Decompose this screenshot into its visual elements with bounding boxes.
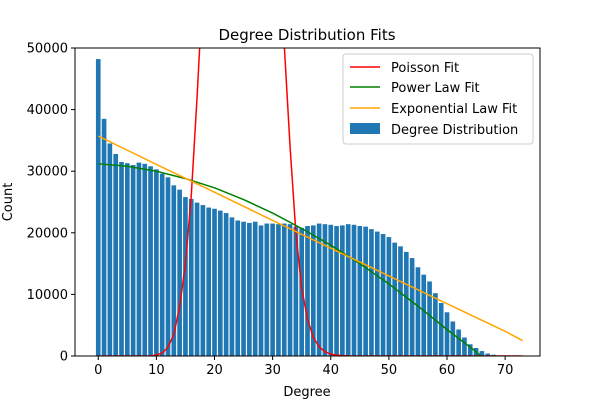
bar-degree-30 xyxy=(270,224,275,356)
y-tick-label: 50000 xyxy=(27,42,68,57)
bar-degree-61 xyxy=(450,322,455,356)
bar-degree-9 xyxy=(148,166,153,356)
bar-degree-22 xyxy=(224,213,229,356)
legend-swatch-degree-distribution xyxy=(350,123,380,134)
y-tick-label: 40000 xyxy=(27,103,68,118)
bar-degree-0 xyxy=(96,59,101,356)
bar-degree-52 xyxy=(398,246,403,356)
bar-degree-59 xyxy=(439,303,444,356)
bar-degree-46 xyxy=(363,227,368,356)
bar-degree-41 xyxy=(334,226,339,356)
x-axis-label: Degree xyxy=(283,385,330,400)
bar-degree-11 xyxy=(160,174,165,356)
bar-degree-6 xyxy=(131,165,136,356)
bar-degree-51 xyxy=(392,243,397,356)
bar-degree-55 xyxy=(416,267,421,356)
bar-degree-5 xyxy=(125,163,130,356)
bar-degree-26 xyxy=(247,223,252,356)
bar-degree-14 xyxy=(177,190,182,356)
bar-degree-32 xyxy=(282,224,287,356)
legend: Poisson Fit Power Law Fit Exponential La… xyxy=(343,54,533,144)
x-tick-label: 60 xyxy=(439,363,456,378)
bar-degree-3 xyxy=(113,154,118,356)
bar-degree-49 xyxy=(381,234,386,356)
bar-degree-19 xyxy=(206,208,211,356)
bar-degree-25 xyxy=(241,222,246,356)
bar-degree-33 xyxy=(288,224,293,356)
bar-degree-23 xyxy=(230,217,235,356)
chart-title: Degree Distribution Fits xyxy=(218,26,395,44)
bar-degree-17 xyxy=(195,203,200,356)
bar-degree-36 xyxy=(305,226,310,356)
x-tick-label: 70 xyxy=(497,363,514,378)
bar-degree-7 xyxy=(137,163,142,356)
x-tick-label: 0 xyxy=(94,363,102,378)
y-tick-label: 20000 xyxy=(27,226,68,241)
bar-degree-53 xyxy=(404,252,409,356)
bar-degree-31 xyxy=(276,224,281,356)
bar-degree-4 xyxy=(119,162,124,356)
bar-degree-27 xyxy=(253,222,258,356)
bar-degree-60 xyxy=(445,312,450,356)
legend-label-exponential: Exponential Law Fit xyxy=(391,102,517,117)
x-tick-label: 40 xyxy=(322,363,339,378)
bar-degree-44 xyxy=(352,225,357,356)
bar-degree-58 xyxy=(433,293,438,356)
bar-degree-50 xyxy=(387,237,392,356)
bar-degree-63 xyxy=(462,338,467,356)
y-tick-label: 0 xyxy=(60,350,68,365)
bar-degree-1 xyxy=(102,119,107,356)
bar-degree-29 xyxy=(264,224,269,356)
x-tick-label: 10 xyxy=(148,363,165,378)
bar-degree-62 xyxy=(456,330,461,356)
bar-degree-47 xyxy=(369,229,374,356)
bar-degree-24 xyxy=(235,220,240,356)
bar-degree-43 xyxy=(346,224,351,356)
legend-label-degree-distribution: Degree Distribution xyxy=(391,123,518,138)
x-tick-label: 50 xyxy=(381,363,398,378)
x-tick-label: 20 xyxy=(206,363,223,378)
x-tick-label: 30 xyxy=(264,363,281,378)
bar-degree-20 xyxy=(212,209,217,356)
bar-degree-13 xyxy=(171,185,176,356)
y-axis-label: Count xyxy=(1,183,16,222)
bar-degree-56 xyxy=(421,275,426,356)
bar-degree-28 xyxy=(259,225,264,356)
bar-degree-8 xyxy=(142,164,147,356)
y-tick-label: 10000 xyxy=(27,288,68,303)
bar-degree-45 xyxy=(357,226,362,356)
bar-degree-21 xyxy=(218,211,223,356)
legend-label-power-law: Power Law Fit xyxy=(391,81,480,96)
bar-degree-18 xyxy=(201,205,206,356)
bar-degree-42 xyxy=(340,225,345,356)
y-tick-label: 30000 xyxy=(27,165,68,180)
bar-degree-2 xyxy=(108,143,113,356)
bar-degree-48 xyxy=(375,232,380,356)
bar-degree-57 xyxy=(427,281,432,356)
bar-degree-54 xyxy=(410,258,415,356)
legend-label-poisson: Poisson Fit xyxy=(391,61,459,76)
bar-degree-10 xyxy=(154,169,159,356)
bar-degree-12 xyxy=(166,177,171,356)
